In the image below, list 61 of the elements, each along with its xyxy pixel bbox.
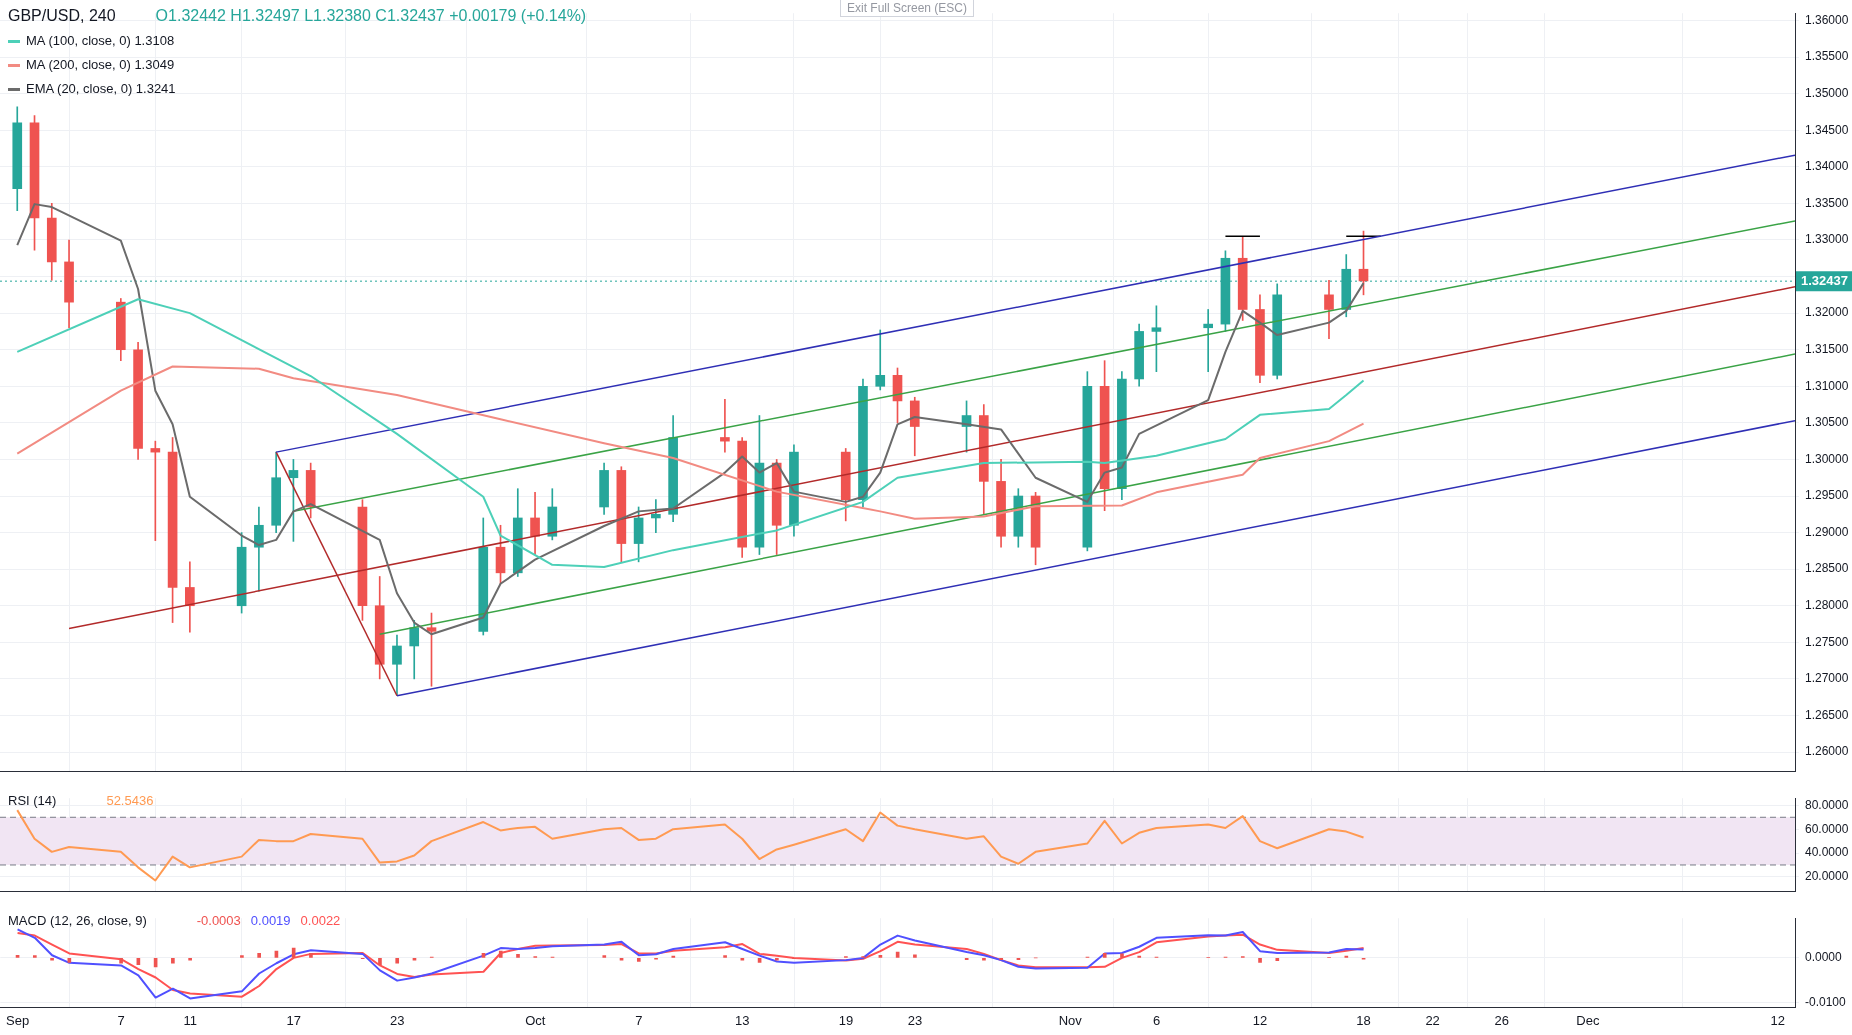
y-tick-label: 1.34500 [1805,122,1849,137]
y-tick-label: 1.28000 [1805,598,1849,613]
y-tick-label: 1.31500 [1805,342,1849,357]
y-tick-label: 1.27500 [1805,634,1849,649]
x-tick-label: 13 [735,1012,750,1028]
y-tick-label: 1.33500 [1805,195,1849,210]
x-tick-label: 18 [1356,1012,1371,1028]
candlestick [720,399,730,453]
y-tick-label: 20.0000 [1805,869,1849,884]
y-tick-label: 1.29000 [1805,524,1849,539]
legend-label: MA (100, close, 0) 1.3108 [26,32,175,50]
x-tick-label: 7 [635,1012,643,1028]
candlestick [875,329,886,391]
y-tick-label: -0.0100 [1805,994,1847,1009]
y-tick-label: 1.30500 [1805,415,1849,430]
x-tick-label: 26 [1494,1012,1509,1028]
x-tick-label: 6 [1152,1012,1161,1028]
y-tick-label: 1.30000 [1805,451,1849,466]
y-tick-label: 1.36000 [1805,12,1849,27]
y-tick-label: 1.27000 [1805,671,1849,686]
candlestick [651,499,661,533]
y-tick-label: 1.29500 [1805,488,1849,503]
y-tick-label: 40.0000 [1805,845,1849,860]
x-tick-label: 7 [117,1012,125,1028]
chart-title: RSI (14) [8,793,57,808]
legend-label: EMA (20, close, 0) 1.3241 [26,80,176,98]
x-tick-label: Sep [6,1012,30,1028]
y-tick-label: 1.28500 [1805,561,1849,576]
x-tick-label: 17 [286,1012,301,1028]
annotation: Exit Full Screen (ESC) [840,0,975,17]
y-tick-label: 1.26500 [1805,707,1849,722]
y-tick-label: 80.0000 [1805,797,1849,812]
y-tick-label: 1.35500 [1805,49,1849,64]
x-tick-label: 12 [1770,1012,1785,1028]
x-tick-label: Nov [1058,1012,1083,1028]
y-tick-label: 60.0000 [1805,821,1849,836]
x-tick-label: 19 [838,1012,854,1028]
y-tick-label: 1.34000 [1805,159,1849,174]
text: 52.5436 [106,793,154,808]
legend-label: MA (200, close, 0) 1.3049 [26,56,175,74]
x-tick-label: 12 [1252,1012,1268,1028]
x-tick-label: 22 [1425,1012,1440,1028]
chart-title: MACD (12, 26, close, 9) [8,913,147,928]
x-tick-label: 23 [907,1012,923,1028]
x-tick-label: Dec [1576,1012,1600,1028]
ref-line-label: 1.32437 [1801,272,1848,288]
candlestick [1203,309,1213,372]
y-tick-label: 1.35000 [1805,85,1849,100]
x-tick-label: Oct [525,1012,546,1028]
chart-title: GBP/USD, 240 [8,7,116,24]
y-tick-label: 0.0000 [1805,950,1843,965]
y-tick-label: 1.26000 [1805,744,1849,759]
x-tick-label: 11 [183,1012,197,1028]
y-tick-label: 1.31000 [1805,378,1849,393]
text: -0.0003 [196,913,241,928]
y-tick-label: 1.33000 [1805,232,1849,247]
y-tick-label: 1.32000 [1805,305,1849,320]
chart-subtitle: O1.32442 H1.32497 L1.32380 C1.32437 +0.00179 (+0.14%) [155,7,587,24]
text: 0.0019 [250,913,291,928]
x-tick-label: 23 [389,1012,405,1028]
series-label: 0.0022 [300,913,341,928]
